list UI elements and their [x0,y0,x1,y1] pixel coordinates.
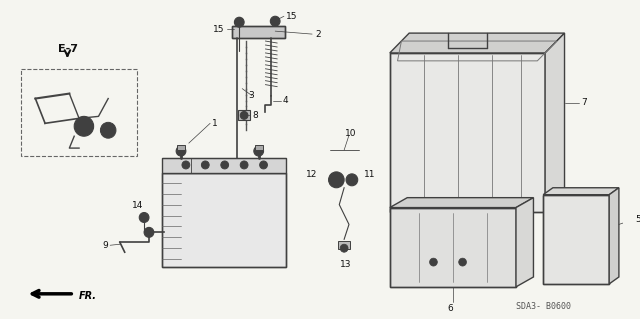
Circle shape [74,116,93,136]
Circle shape [270,16,280,26]
Circle shape [346,174,358,186]
Bar [177,145,185,150]
Circle shape [144,227,154,237]
Polygon shape [390,198,534,208]
Text: 5: 5 [636,215,640,224]
Text: FR.: FR. [79,291,97,301]
Circle shape [254,146,264,156]
Polygon shape [516,198,534,287]
Bar [390,53,545,211]
Polygon shape [609,188,619,284]
Text: SDA3- B0600: SDA3- B0600 [516,302,571,311]
Text: 6: 6 [447,304,453,313]
Text: 9: 9 [102,241,108,250]
Circle shape [429,258,437,266]
Circle shape [459,258,467,266]
Text: 2: 2 [315,30,321,39]
Text: 15: 15 [213,25,225,33]
Text: 12: 12 [305,170,317,179]
Circle shape [240,161,248,169]
Bar [232,26,285,38]
Polygon shape [543,188,619,195]
Bar [238,110,250,120]
Text: 10: 10 [345,129,356,138]
Polygon shape [161,158,286,173]
Text: 15: 15 [286,12,298,21]
Bar [255,145,262,150]
Circle shape [340,244,348,252]
Text: 7: 7 [581,98,587,107]
Bar [543,195,609,284]
Text: 8: 8 [252,111,258,120]
Text: 4: 4 [283,96,289,105]
Bar [390,53,545,211]
Bar [390,208,516,287]
Polygon shape [390,33,564,53]
Bar [339,241,350,249]
Circle shape [202,161,209,169]
Text: 3: 3 [248,91,254,100]
Circle shape [140,212,149,222]
Text: 13: 13 [340,260,352,269]
Bar [161,173,286,267]
Text: 11: 11 [364,170,375,179]
Bar [21,69,138,156]
Text: 1: 1 [212,119,218,128]
Bar [390,208,516,287]
Circle shape [221,161,228,169]
Bar [232,26,285,38]
Text: 14: 14 [132,201,143,210]
Circle shape [328,172,344,188]
Circle shape [100,122,116,138]
Bar [543,195,609,284]
Polygon shape [545,33,564,211]
Circle shape [182,161,189,169]
Circle shape [240,111,248,119]
Text: E-7: E-7 [58,44,77,54]
Circle shape [234,17,244,27]
Circle shape [176,146,186,156]
Bar [161,173,286,267]
Circle shape [260,161,268,169]
